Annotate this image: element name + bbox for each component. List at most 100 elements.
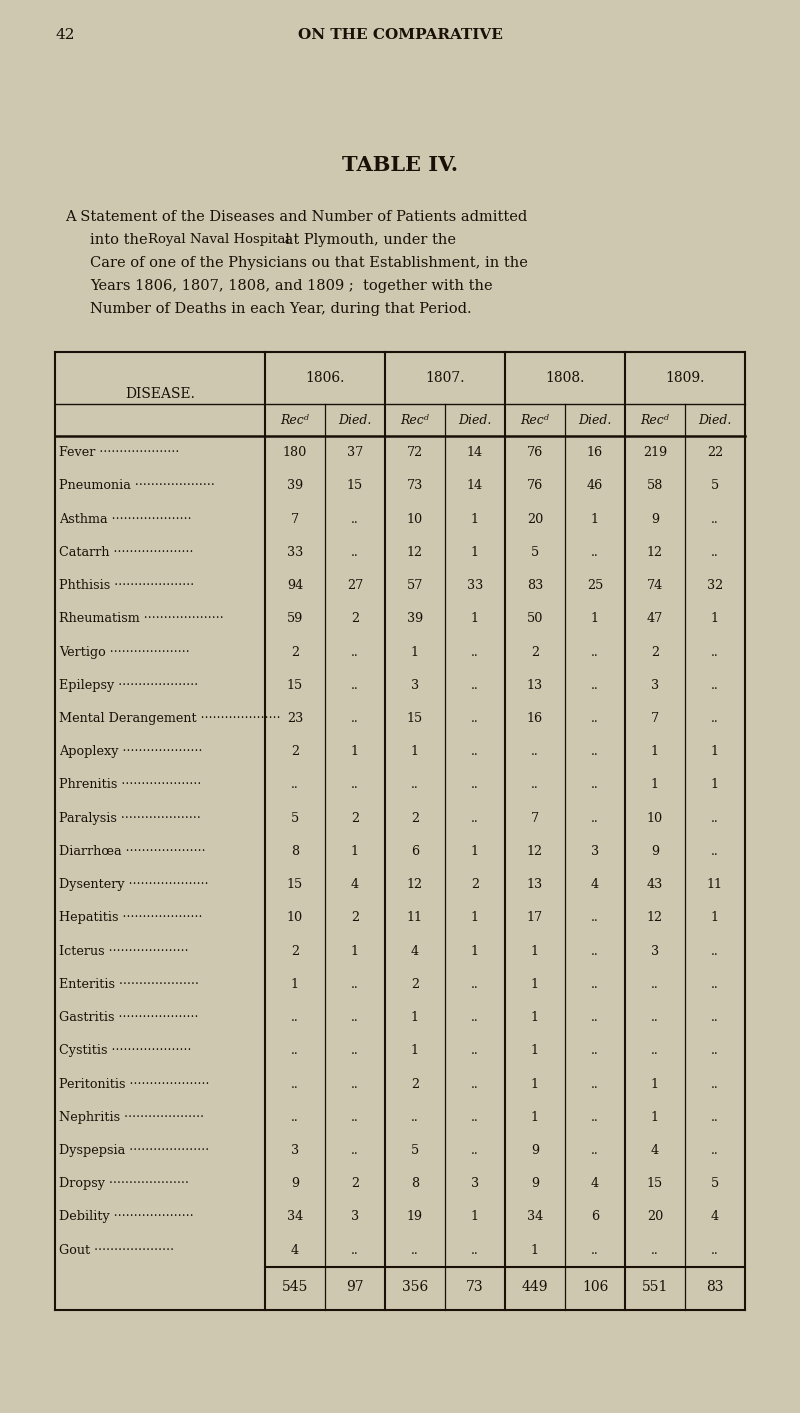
Text: Dyspepsia ····················: Dyspepsia ···················· — [59, 1145, 210, 1157]
Text: ..: .. — [711, 1078, 719, 1091]
Text: 7: 7 — [291, 513, 299, 526]
Text: TABLE IV.: TABLE IV. — [342, 155, 458, 175]
Text: ..: .. — [591, 978, 599, 991]
Text: Paralysis ····················: Paralysis ···················· — [59, 811, 201, 825]
Text: 449: 449 — [522, 1280, 548, 1294]
Text: 1: 1 — [291, 978, 299, 991]
Text: 1: 1 — [411, 646, 419, 658]
Text: 12: 12 — [647, 911, 663, 924]
Text: Gout ····················: Gout ···················· — [59, 1243, 174, 1256]
Text: 13: 13 — [527, 877, 543, 892]
Text: 46: 46 — [587, 479, 603, 492]
Text: 2: 2 — [411, 1078, 419, 1091]
Text: ..: .. — [471, 1111, 479, 1123]
Text: 551: 551 — [642, 1280, 668, 1294]
Text: Phrenitis ····················: Phrenitis ···················· — [59, 779, 202, 791]
Text: Dropsy ····················: Dropsy ···················· — [59, 1177, 189, 1190]
Text: Asthma ····················: Asthma ···················· — [59, 513, 192, 526]
Text: 7: 7 — [651, 712, 659, 725]
Text: 1: 1 — [471, 945, 479, 958]
Text: Died.: Died. — [578, 414, 612, 427]
Text: 2: 2 — [651, 646, 659, 658]
Text: 34: 34 — [527, 1211, 543, 1224]
Text: 59: 59 — [287, 612, 303, 626]
Text: 1: 1 — [531, 978, 539, 991]
Text: 9: 9 — [291, 1177, 299, 1190]
Text: Recᵈ: Recᵈ — [281, 414, 310, 427]
Text: ..: .. — [711, 513, 719, 526]
Text: 50: 50 — [527, 612, 543, 626]
Text: 1: 1 — [711, 612, 719, 626]
Text: 15: 15 — [287, 678, 303, 692]
Text: Epilepsy ····················: Epilepsy ···················· — [59, 678, 198, 692]
Text: 11: 11 — [707, 877, 723, 892]
Text: 9: 9 — [531, 1145, 539, 1157]
Text: ..: .. — [471, 1145, 479, 1157]
Text: 5: 5 — [531, 545, 539, 558]
Text: 8: 8 — [411, 1177, 419, 1190]
Text: ..: .. — [411, 779, 419, 791]
Text: 1: 1 — [471, 545, 479, 558]
Text: ..: .. — [471, 646, 479, 658]
Text: ..: .. — [411, 1243, 419, 1256]
Text: 4: 4 — [291, 1243, 299, 1256]
Text: 3: 3 — [291, 1145, 299, 1157]
Text: 4: 4 — [351, 877, 359, 892]
Text: 39: 39 — [407, 612, 423, 626]
Text: 2: 2 — [291, 945, 299, 958]
Text: 2: 2 — [351, 911, 359, 924]
Text: Gastritis ····················: Gastritis ···················· — [59, 1012, 198, 1024]
Text: 9: 9 — [531, 1177, 539, 1190]
Text: 1: 1 — [411, 1044, 419, 1057]
Text: ..: .. — [351, 646, 359, 658]
Text: ..: .. — [291, 1044, 299, 1057]
Text: Vertigo ····················: Vertigo ···················· — [59, 646, 190, 658]
Text: 83: 83 — [527, 579, 543, 592]
Text: 13: 13 — [527, 678, 543, 692]
Text: 1: 1 — [471, 513, 479, 526]
Text: ..: .. — [711, 1111, 719, 1123]
Text: 2: 2 — [351, 811, 359, 825]
Text: 3: 3 — [651, 945, 659, 958]
Text: 10: 10 — [647, 811, 663, 825]
Text: 2: 2 — [291, 646, 299, 658]
Text: ..: .. — [711, 811, 719, 825]
Text: Royal Naval Hospital: Royal Naval Hospital — [148, 233, 290, 246]
Text: 9: 9 — [651, 845, 659, 858]
Text: at Plymouth, under the: at Plymouth, under the — [280, 233, 456, 247]
Text: ..: .. — [531, 745, 539, 759]
Text: 2: 2 — [411, 811, 419, 825]
Text: ..: .. — [351, 1145, 359, 1157]
Text: Debility ····················: Debility ···················· — [59, 1211, 194, 1224]
Text: 76: 76 — [527, 479, 543, 492]
Text: Dysentery ····················: Dysentery ···················· — [59, 877, 209, 892]
Text: Cystitis ····················: Cystitis ···················· — [59, 1044, 191, 1057]
Text: Died.: Died. — [458, 414, 492, 427]
Text: 1: 1 — [711, 745, 719, 759]
Text: 15: 15 — [407, 712, 423, 725]
Text: 1806.: 1806. — [306, 372, 345, 384]
Text: 2: 2 — [351, 1177, 359, 1190]
Text: 2: 2 — [531, 646, 539, 658]
Text: 2: 2 — [411, 978, 419, 991]
Text: 16: 16 — [587, 447, 603, 459]
Text: 83: 83 — [706, 1280, 724, 1294]
Text: 1: 1 — [531, 1012, 539, 1024]
Text: 6: 6 — [411, 845, 419, 858]
Text: Enteritis ····················: Enteritis ···················· — [59, 978, 199, 991]
Text: ..: .. — [591, 1145, 599, 1157]
Text: ..: .. — [591, 545, 599, 558]
Text: 1: 1 — [651, 1111, 659, 1123]
Text: 15: 15 — [347, 479, 363, 492]
Text: 5: 5 — [411, 1145, 419, 1157]
Text: Nephritis ····················: Nephritis ···················· — [59, 1111, 204, 1123]
Text: ..: .. — [711, 646, 719, 658]
Text: ..: .. — [711, 1044, 719, 1057]
Text: ..: .. — [651, 1044, 659, 1057]
Text: 17: 17 — [527, 911, 543, 924]
Text: Hepatitis ····················: Hepatitis ···················· — [59, 911, 202, 924]
Text: 11: 11 — [407, 911, 423, 924]
Text: 1: 1 — [531, 1111, 539, 1123]
Text: 72: 72 — [407, 447, 423, 459]
Text: 8: 8 — [291, 845, 299, 858]
